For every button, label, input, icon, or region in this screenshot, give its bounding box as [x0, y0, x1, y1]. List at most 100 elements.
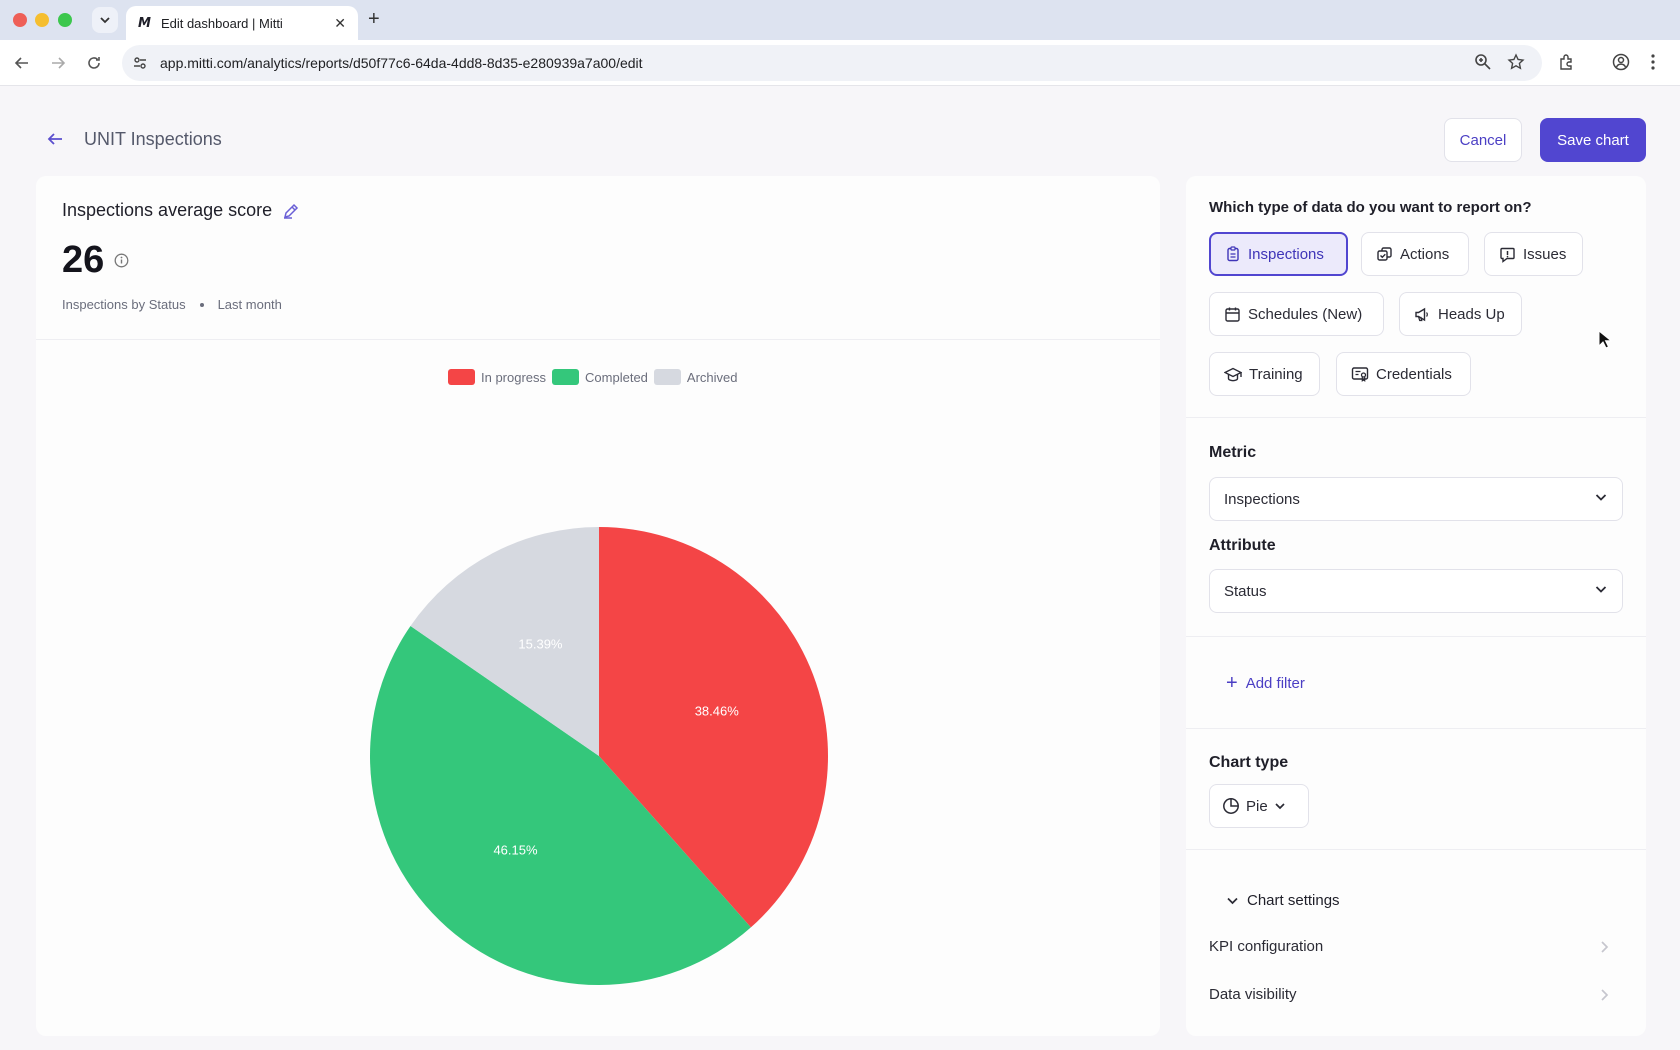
address-bar[interactable]: app.mitti.com/analytics/reports/d50f77c6…: [122, 45, 1542, 81]
chart-preview-card: Inspections average score 26 Inspections…: [36, 176, 1160, 1036]
chart-legend: In progress Completed Archived: [448, 369, 744, 385]
add-filter-button[interactable]: + Add filter: [1226, 673, 1305, 693]
kpi-configuration-row[interactable]: KPI configuration: [1209, 938, 1609, 955]
close-window-button[interactable]: [13, 13, 27, 27]
browser-toolbar: app.mitti.com/analytics/reports/d50f77c6…: [0, 40, 1680, 86]
legend-swatch: [448, 369, 475, 385]
browser-tab-bar: M Edit dashboard | Mitti ✕ +: [0, 0, 1680, 40]
data-type-question: Which type of data do you want to report…: [1209, 199, 1532, 216]
data-visibility-label: Data visibility: [1209, 986, 1297, 1003]
divider: [1186, 636, 1646, 637]
actions-icon: [1376, 246, 1393, 263]
data-type-actions[interactable]: Actions: [1361, 232, 1469, 276]
forward-icon[interactable]: [48, 53, 68, 73]
chart-type-select[interactable]: Pie: [1209, 784, 1309, 828]
legend-item[interactable]: In progress: [448, 369, 546, 385]
separator-dot: [199, 302, 204, 307]
maximize-window-button[interactable]: [58, 13, 72, 27]
legend-label: In progress: [481, 369, 547, 385]
metric-select[interactable]: Inspections: [1209, 477, 1623, 521]
data-type-issues[interactable]: Issues: [1484, 232, 1583, 276]
data-type-label: Heads Up: [1438, 305, 1505, 323]
more-menu-icon[interactable]: [1650, 53, 1656, 71]
close-tab-icon[interactable]: ✕: [334, 14, 346, 31]
pie-chart-icon: [1222, 797, 1240, 815]
chevron-down-icon: [100, 17, 110, 24]
cancel-button[interactable]: Cancel: [1444, 118, 1522, 162]
browser-tab[interactable]: M Edit dashboard | Mitti ✕: [126, 6, 358, 40]
data-type-schedules[interactable]: Schedules (New): [1209, 292, 1384, 336]
attribute-value: Status: [1224, 582, 1267, 600]
legend-item[interactable]: Completed: [552, 369, 648, 385]
zoom-icon[interactable]: [1474, 53, 1492, 71]
new-tab-icon[interactable]: +: [368, 8, 380, 30]
legend-swatch: [653, 369, 681, 385]
extensions-icon[interactable]: [1558, 53, 1576, 71]
chart-title-row: Inspections average score: [62, 200, 300, 221]
minimize-window-button[interactable]: [35, 13, 49, 27]
chart-type-value: Pie: [1246, 797, 1268, 815]
back-arrow-icon[interactable]: [46, 130, 64, 148]
divider: [1186, 417, 1646, 418]
legend-item[interactable]: Archived: [653, 369, 738, 385]
chevron-down-icon: [1226, 894, 1239, 907]
data-type-label: Actions: [1400, 245, 1450, 263]
chevron-right-icon: [1599, 940, 1609, 954]
chevron-down-icon: [1594, 582, 1608, 600]
pie-data-label: 46.15%: [493, 842, 538, 857]
chart-config-panel: Which type of data do you want to report…: [1186, 176, 1646, 1036]
page-title: UNIT Inspections: [84, 129, 222, 149]
attribute-label: Attribute: [1209, 537, 1276, 554]
metric-label: Metric: [1209, 444, 1257, 461]
divider: [36, 339, 1160, 340]
graduation-cap-icon: [1224, 366, 1242, 383]
tab-title: Edit dashboard | Mitti: [160, 15, 283, 31]
chart-title: Inspections average score: [62, 200, 273, 220]
legend-swatch: [552, 369, 580, 385]
bookmark-star-icon[interactable]: [1507, 53, 1525, 71]
data-type-label: Schedules (New): [1248, 305, 1363, 323]
info-icon[interactable]: [114, 253, 129, 268]
save-chart-button[interactable]: Save chart: [1540, 118, 1646, 162]
data-type-heads-up[interactable]: Heads Up: [1399, 292, 1522, 336]
reload-icon[interactable]: [84, 53, 104, 73]
pie-chart: 38.46% 46.15% 15.39%: [370, 527, 828, 985]
pie-slice-in-progress[interactable]: [599, 527, 828, 928]
pie-slice-completed[interactable]: [370, 625, 751, 985]
data-type-inspections[interactable]: Inspections: [1209, 232, 1348, 276]
credential-icon: [1351, 366, 1369, 383]
data-type-label: Inspections: [1248, 245, 1324, 263]
url-text: app.mitti.com/analytics/reports/d50f77c6…: [160, 55, 643, 71]
subtitle-period: Last month: [217, 297, 282, 312]
mitti-favicon: M: [138, 15, 151, 31]
kpi-configuration-label: KPI configuration: [1209, 938, 1324, 955]
chevron-right-icon: [1599, 988, 1609, 1002]
kpi-value: 26: [62, 239, 105, 281]
tab-search-button[interactable]: [92, 7, 118, 33]
pie-data-label: 38.46%: [695, 703, 740, 718]
data-visibility-row[interactable]: Data visibility: [1209, 986, 1609, 1003]
mouse-cursor-icon: [1598, 330, 1612, 349]
chevron-down-icon: [1594, 490, 1608, 508]
issue-icon: [1499, 246, 1516, 263]
pie-data-label: 15.39%: [518, 636, 563, 651]
edit-pencil-icon[interactable]: [282, 202, 300, 220]
add-filter-label: Add filter: [1245, 674, 1305, 692]
attribute-select[interactable]: Status: [1209, 569, 1623, 613]
site-settings-icon[interactable]: [132, 55, 148, 71]
pie-slice-archived[interactable]: [410, 527, 599, 756]
legend-label: Completed: [585, 369, 648, 385]
subtitle-source: Inspections by Status: [62, 297, 186, 312]
back-icon[interactable]: [12, 53, 32, 73]
plus-icon: +: [1226, 672, 1238, 694]
kpi-row: 26: [62, 239, 129, 282]
data-type-label: Issues: [1523, 245, 1567, 263]
chart-settings-toggle[interactable]: Chart settings: [1226, 892, 1340, 909]
data-type-credentials[interactable]: Credentials: [1336, 352, 1471, 396]
profile-icon[interactable]: [1612, 53, 1630, 71]
chart-type-label: Chart type: [1209, 754, 1289, 771]
clipboard-icon: [1225, 246, 1241, 262]
data-type-training[interactable]: Training: [1209, 352, 1320, 396]
data-type-label: Training: [1249, 365, 1303, 383]
metric-value: Inspections: [1224, 490, 1300, 508]
